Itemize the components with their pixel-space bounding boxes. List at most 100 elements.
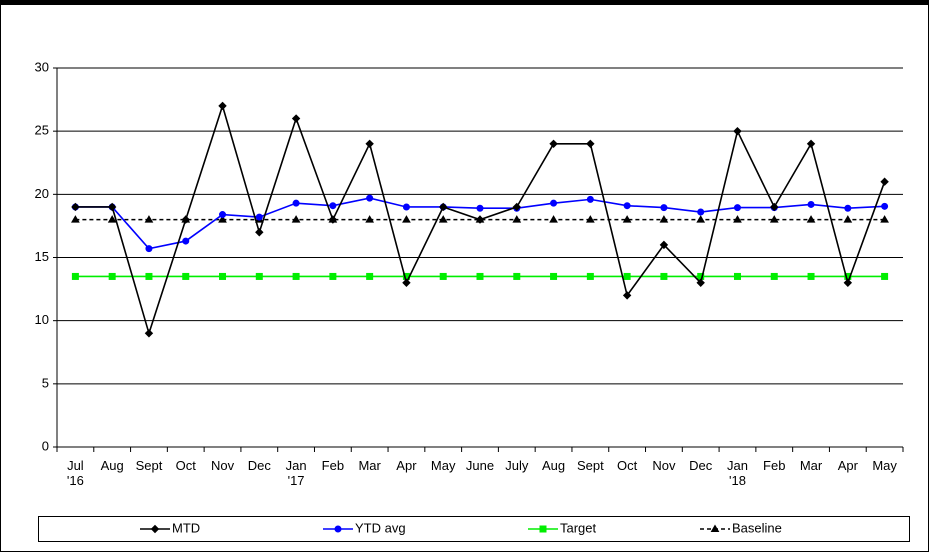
data-point — [402, 215, 411, 223]
data-point — [328, 215, 338, 224]
data-point — [108, 272, 116, 280]
y-tick-label: 0 — [42, 438, 49, 453]
x-tick-label: Sept — [576, 458, 604, 473]
x-tick-label: Sept — [135, 458, 163, 473]
x-tick-label: Mar — [358, 458, 381, 473]
legend-marker — [710, 524, 720, 532]
x-tick-label: June — [465, 458, 495, 473]
data-point — [476, 272, 484, 280]
data-point — [770, 202, 779, 212]
data-point — [623, 202, 631, 210]
y-tick-label: 20 — [35, 186, 49, 201]
data-point — [585, 215, 595, 223]
data-point — [402, 278, 411, 287]
data-point — [770, 272, 778, 280]
x-tick-label: Mar — [799, 458, 823, 473]
data-point — [880, 215, 889, 223]
data-point — [512, 215, 522, 223]
data-point — [843, 215, 853, 223]
y-tick-label: 5 — [42, 375, 49, 390]
x-tick-label: Oct — [617, 458, 638, 473]
data-point — [696, 215, 706, 223]
data-point — [513, 272, 521, 280]
x-tick-label: Apr — [396, 458, 417, 473]
x-tick-label: Aug — [541, 458, 566, 473]
data-point — [512, 202, 521, 212]
data-point — [549, 215, 558, 223]
data-point — [218, 101, 227, 111]
x-tick-label: Nov — [652, 458, 676, 473]
data-point — [586, 272, 594, 280]
data-point — [365, 139, 374, 149]
x-tick-label: Nov — [210, 458, 235, 473]
data-point — [218, 215, 227, 223]
x-tick-label: Jan '17 — [285, 458, 307, 488]
x-tick-label: Feb — [321, 458, 345, 473]
data-point — [71, 215, 80, 223]
legend-label: Baseline — [732, 520, 782, 535]
x-tick-label: Jan '18 — [726, 458, 748, 488]
x-tick-label: May — [872, 458, 897, 473]
data-point — [402, 203, 410, 211]
data-point — [697, 208, 705, 216]
data-point — [659, 240, 669, 250]
legend-box — [38, 516, 910, 542]
data-point — [439, 272, 447, 280]
data-point — [733, 272, 741, 280]
legend-marker — [539, 525, 547, 533]
data-point — [807, 200, 815, 208]
y-tick-label: 30 — [35, 59, 49, 74]
data-point — [255, 213, 263, 221]
data-point — [219, 211, 227, 219]
legend-marker — [150, 524, 160, 534]
legend-label: MTD — [172, 520, 200, 535]
data-point — [366, 272, 374, 280]
data-point — [586, 195, 594, 203]
legend-marker — [334, 525, 342, 533]
data-point — [806, 215, 816, 223]
legend-label: YTD avg — [355, 520, 406, 535]
data-point — [366, 194, 374, 202]
data-point — [733, 126, 742, 136]
y-tick-label: 10 — [35, 312, 49, 327]
y-tick-label: 25 — [35, 123, 49, 138]
data-point — [255, 228, 264, 237]
data-point — [622, 291, 632, 300]
x-tick-label: Feb — [763, 458, 786, 473]
data-point — [438, 215, 448, 223]
data-point — [219, 272, 227, 280]
data-point — [769, 215, 779, 223]
x-tick-label: Jul '16 — [66, 458, 84, 488]
data-point — [144, 215, 154, 223]
x-tick-label: Aug — [100, 458, 124, 473]
data-point — [292, 272, 300, 280]
data-point — [145, 272, 153, 280]
data-point — [622, 215, 632, 223]
data-point — [145, 245, 153, 253]
data-point — [659, 215, 669, 223]
data-point — [881, 272, 889, 280]
data-point — [255, 272, 263, 280]
data-point — [733, 204, 741, 212]
data-point — [696, 278, 705, 287]
top-bar — [0, 0, 929, 5]
data-point — [107, 202, 117, 212]
data-point — [144, 329, 154, 338]
data-point — [181, 215, 190, 224]
data-point — [660, 204, 668, 212]
data-point — [806, 139, 816, 149]
data-point — [182, 237, 190, 245]
legend-label: Target — [560, 520, 597, 535]
data-point — [843, 278, 853, 287]
x-tick-label: Dec — [689, 458, 713, 473]
x-tick-label: Apr — [837, 458, 858, 473]
data-point — [660, 272, 668, 280]
data-point — [586, 139, 595, 149]
data-point — [550, 199, 558, 207]
data-point — [292, 199, 300, 207]
x-tick-label: May — [430, 458, 456, 473]
data-point — [71, 202, 80, 212]
data-point — [549, 139, 558, 149]
